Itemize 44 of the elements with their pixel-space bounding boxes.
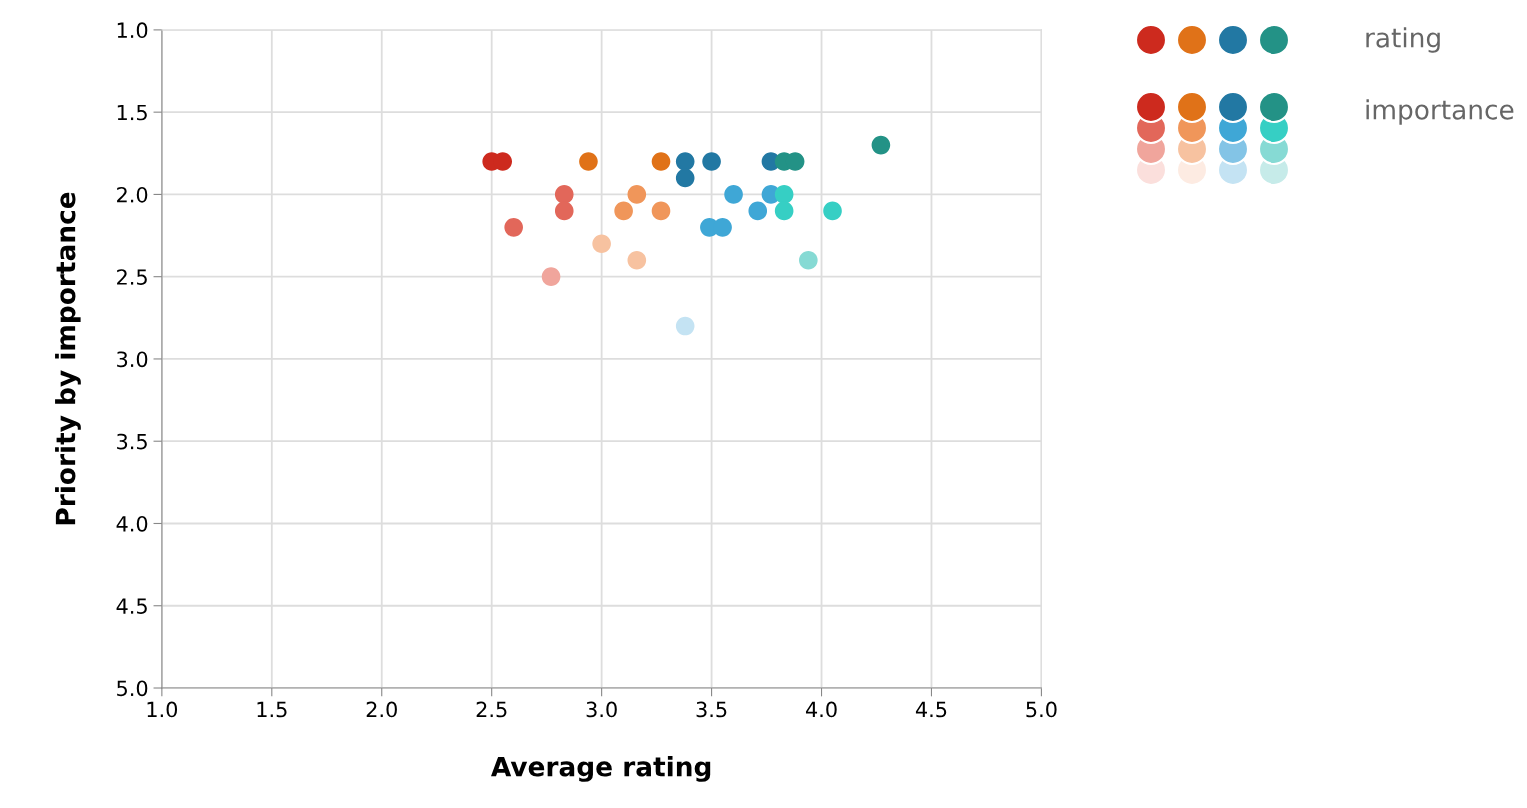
- point: [579, 152, 598, 171]
- point: [799, 250, 818, 270]
- text: importance: [1366, 99, 1514, 125]
- y-tick-label: 3.0: [117, 351, 148, 368]
- point: [651, 201, 671, 221]
- y-tick-label: 5.0: [117, 680, 148, 697]
- x-tick-label: 1.0: [147, 701, 178, 718]
- x-tick-label: 2.0: [366, 701, 397, 718]
- point: [504, 218, 523, 237]
- point: [748, 201, 768, 221]
- point: [614, 201, 633, 221]
- point: [675, 152, 695, 171]
- x-tick-label: 4.5: [915, 701, 947, 718]
- point: [675, 168, 695, 188]
- point: [871, 135, 891, 155]
- x-tick-label: 4.0: [805, 701, 837, 718]
- point: [541, 267, 561, 287]
- point: [651, 152, 671, 171]
- point: [627, 250, 647, 270]
- x-tick-label: 1.5: [257, 701, 287, 718]
- y-tick-label: 4.0: [116, 515, 148, 532]
- y-tick-label: 4.5: [116, 598, 147, 614]
- y-axis-title: Priority by importance: [55, 192, 81, 525]
- point: [627, 185, 647, 204]
- x-tick-label: 2.5: [476, 701, 507, 718]
- y-tick-label: 2.5: [117, 269, 147, 285]
- x-tick-label: 3.0: [586, 701, 617, 718]
- x-tick-label: 3.5: [696, 701, 727, 718]
- y-tick-label: 1.5: [117, 104, 147, 121]
- point: [774, 201, 794, 221]
- y-tick-label: 3.5: [117, 433, 147, 450]
- x-axis-title: Average rating: [491, 756, 711, 782]
- point: [823, 201, 842, 221]
- point: [592, 234, 611, 254]
- y-tick-label: 1.0: [117, 22, 148, 39]
- point: [774, 185, 794, 204]
- y-tick-label: 2.0: [117, 186, 148, 203]
- point: [724, 185, 743, 204]
- point: [554, 201, 574, 221]
- text: rating: [1366, 27, 1440, 53]
- point: [675, 316, 695, 336]
- point: [702, 152, 721, 171]
- x-tick-label: 5.0: [1026, 701, 1057, 718]
- point: [554, 185, 574, 204]
